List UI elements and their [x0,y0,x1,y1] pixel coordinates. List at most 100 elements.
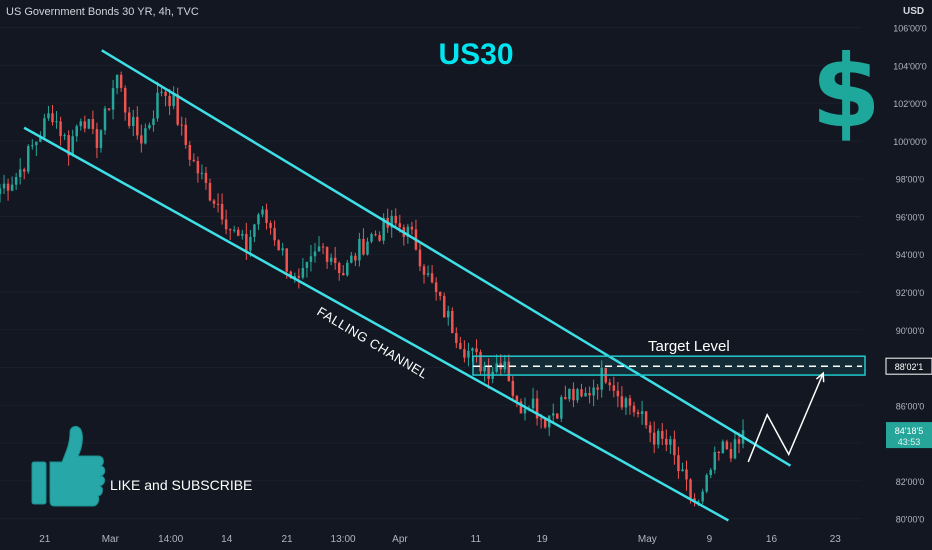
candle [447,305,450,326]
candle-body [382,217,385,241]
candle-body [721,441,725,453]
candle [31,139,34,150]
projection-arrowhead [815,371,825,383]
candle-body [729,448,733,459]
candle [333,246,337,270]
candle-body [204,172,208,183]
candle [628,394,632,415]
candle [127,106,131,129]
candle-body [253,224,256,237]
candle [701,488,704,505]
candle-body [588,392,591,396]
candle [123,85,127,121]
candle [10,176,14,192]
candle-body [241,233,244,236]
candle [495,354,498,374]
target-price-tag [885,357,932,375]
candle-body [451,310,454,334]
time-tick-label: Mar [102,534,120,545]
candle [156,81,159,122]
projection-path[interactable] [747,371,825,463]
candle-body [136,116,139,136]
candle [350,251,353,264]
projection-line [747,372,824,463]
candle-body [313,251,317,257]
candle [463,340,466,363]
price-tick-label: 86'00'0 [896,401,924,411]
current-price-label: 84'18'5 [895,426,923,436]
time-tick-label: 11 [471,534,482,545]
falling-channel[interactable] [23,49,792,522]
candle [346,259,349,277]
candle-body [269,223,272,229]
candle [556,413,559,419]
candle [228,228,232,240]
time-tick-label: 14:00 [158,534,183,545]
candle-body [107,108,111,110]
candle-body [705,475,708,492]
target-price-label: 88'02'1 [895,362,923,372]
target-level-label: Target Level [648,338,730,355]
candle-body [87,119,91,129]
candle [467,342,470,367]
candle [378,231,381,242]
candle [115,74,119,95]
candle [281,242,284,256]
candle [47,105,50,121]
candle [612,376,616,398]
candle [297,268,301,289]
candle-body [733,439,737,459]
target-level-zone[interactable] [472,355,866,376]
candle [196,156,200,183]
price-tick-label: 92'00'0 [896,288,924,298]
price-tick-label: 96'00'0 [896,212,924,222]
candle-body [2,183,6,189]
candle [568,388,571,402]
candle-body [507,361,511,381]
candle [107,108,111,112]
candle-body [539,418,543,420]
candle-body [487,366,490,379]
candle [592,379,595,407]
candle-body [103,108,107,131]
candle-body [140,135,143,144]
candle-body [551,413,555,416]
candle-body [228,229,232,231]
candle [636,409,640,418]
candle-body [164,91,167,96]
candle-body [148,125,151,129]
candle-body [224,219,228,230]
candle [733,433,737,460]
candle-body [398,223,402,228]
candle [337,261,341,281]
candle [212,198,216,209]
candle [729,442,733,463]
time-tick-label: May [638,534,657,545]
candle [430,265,434,284]
candle-body [624,398,628,408]
time-axis[interactable]: 21 Mar 14:00 14 21 13:00 Apr 11 19 May 9 16 23 [39,534,841,545]
candle [677,446,680,479]
candle [232,225,236,233]
candle-body [701,491,704,502]
candle-body [709,469,712,476]
candle [382,213,385,245]
candle [374,230,377,237]
candle-body [43,118,46,138]
candle [313,242,317,263]
candle [354,252,357,267]
candle-body [463,349,466,358]
candle-body [67,135,70,156]
candle [669,435,672,454]
candle-body [685,469,688,480]
candle-body [576,389,579,401]
candle [442,292,446,318]
candle-body [572,388,575,401]
candle-body [305,261,309,269]
candle [584,387,587,397]
candle [644,411,648,429]
candle [580,383,583,398]
candle-body [293,276,297,278]
candle [329,253,333,266]
